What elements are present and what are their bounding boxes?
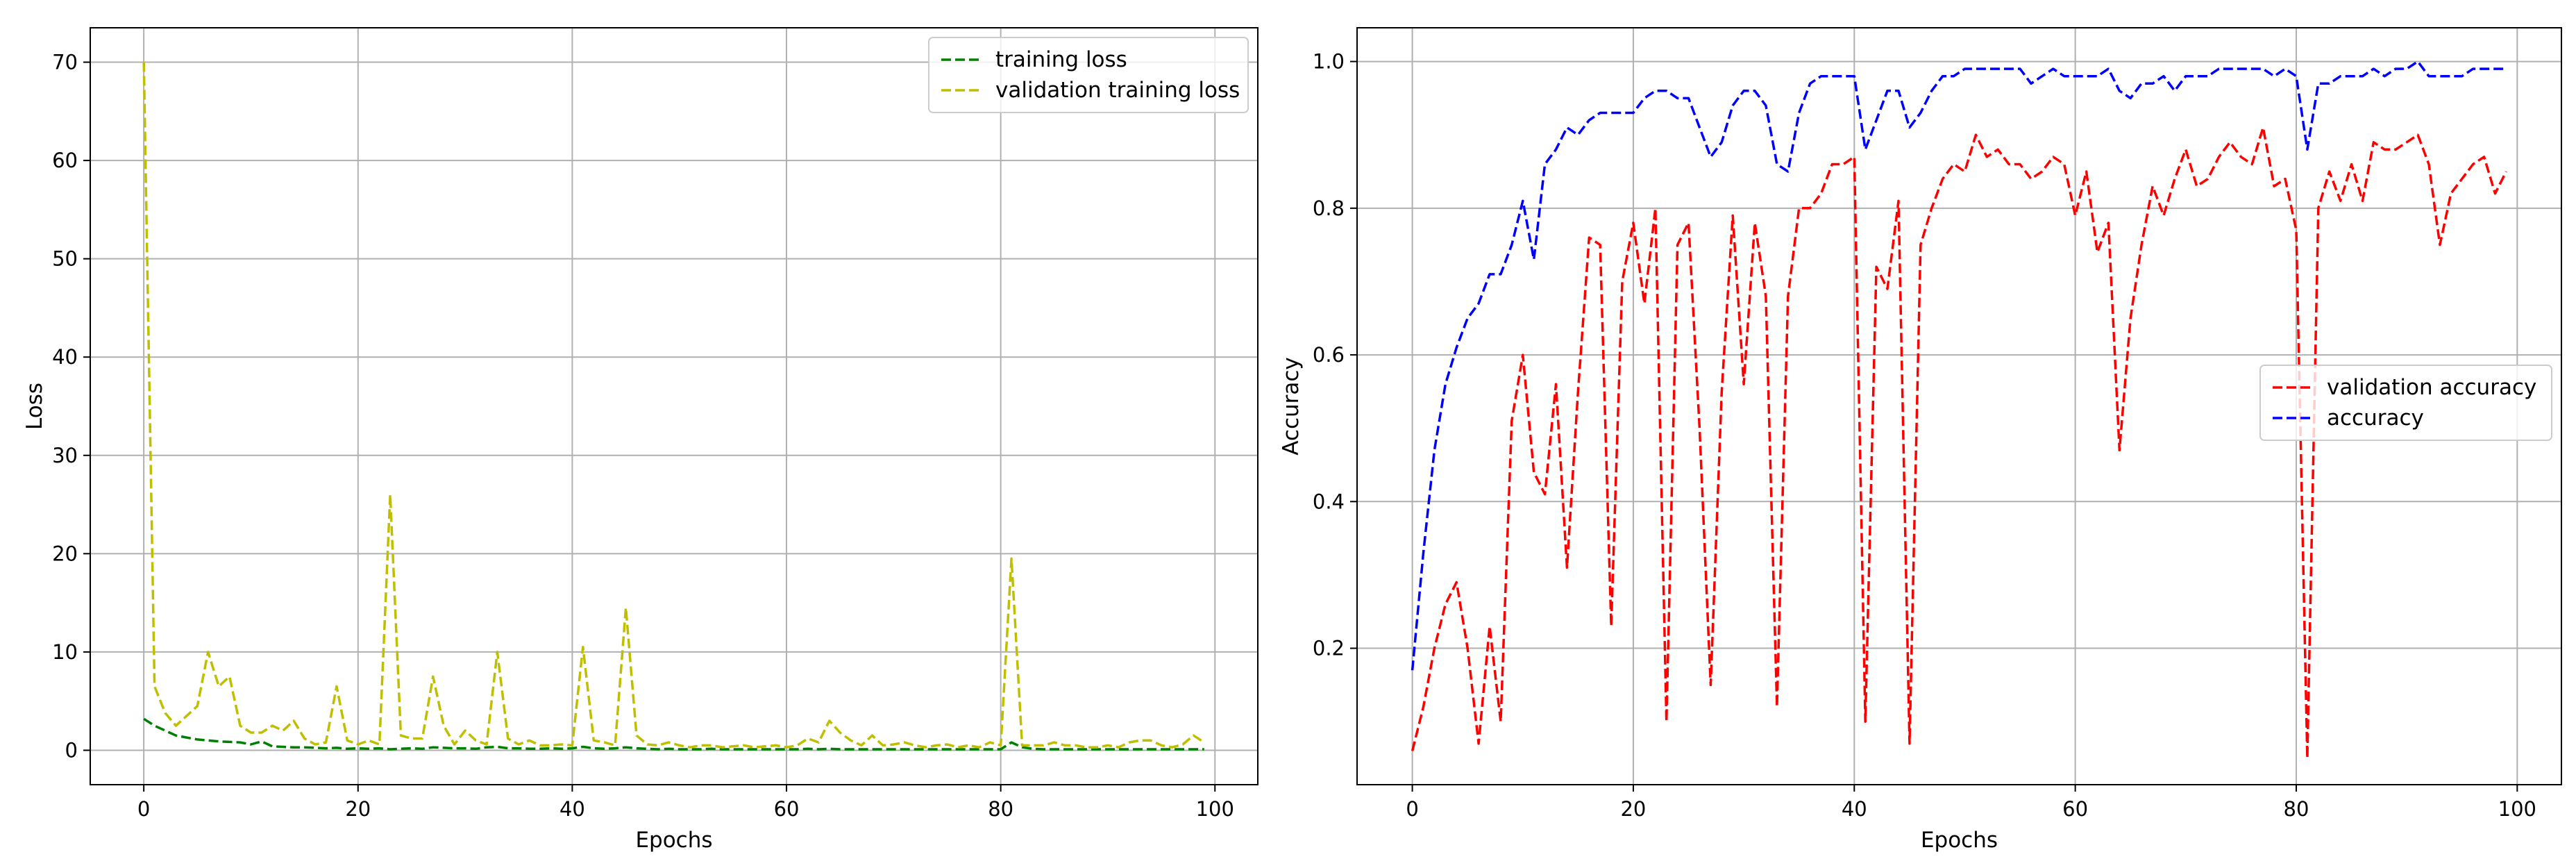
x-axis-label: Epochs [635,828,712,853]
y-axis-label: Loss [22,383,47,430]
series-line-validation-accuracy [1411,126,2507,760]
y-tick-label: 0.8 [1313,197,1345,220]
legend-box [928,37,1249,113]
legend-entry: accuracy [2327,406,2424,431]
legend-entry: validation accuracy [2327,375,2536,400]
x-tick-label: 0 [137,797,150,821]
legend: training loss validation training loss [928,37,1249,113]
chart-2: 0 20 40 60 80 100 0.2 0.4 0.6 0.8 1.0 Epochs Accurac… [1279,27,2562,853]
x-tick-label: 0 [1406,797,1418,821]
x-tick-label: 60 [774,797,800,821]
series-line-validation-training-loss [142,62,1205,749]
chart-1: 0 20 40 60 80 100 0 10 20 30 40 50 60 70 Epochs Loss tra… [22,27,1258,853]
y-axis-label: Accuracy [1279,357,1304,456]
y-tick-label: 30 [52,444,78,467]
x-tick-label: 80 [988,797,1013,821]
y-tick-label: 10 [52,640,78,664]
x-tick-label: 20 [345,797,371,821]
x-tick-label: 40 [1842,797,1867,821]
x-tick-label: 100 [1196,797,1234,821]
legend-box [2259,365,2552,441]
x-tick-label: 60 [2062,797,2088,821]
series-line-accuracy [1411,60,2507,671]
legend-entry: training loss [995,47,1127,72]
y-tick-label: 0 [65,738,78,762]
x-tick-label: 80 [2284,797,2309,821]
y-tick-label: 0.6 [1313,343,1345,367]
y-tick-label: 50 [52,247,78,271]
y-tick-label: 70 [52,51,78,74]
y-tick-label: 1.0 [1313,50,1345,74]
x-tick-label: 40 [559,797,585,821]
y-tick-label: 60 [52,149,78,172]
legend: validation accuracy accuracy [2259,365,2552,441]
legend-entry: validation training loss [995,78,1240,103]
series-line-training-loss [143,717,1204,751]
y-tick-label: 40 [52,345,78,369]
y-tick-label: 0.4 [1313,490,1345,513]
gridlines [90,28,1258,785]
y-tick-label: 0.2 [1313,637,1345,660]
y-tick-label: 20 [52,542,78,565]
plot-frame [90,27,1258,785]
x-tick-label: 100 [2498,797,2536,821]
plot-frame [1356,27,2562,785]
x-axis-label: Epochs [1921,828,1998,853]
x-tick-label: 20 [1620,797,1646,821]
